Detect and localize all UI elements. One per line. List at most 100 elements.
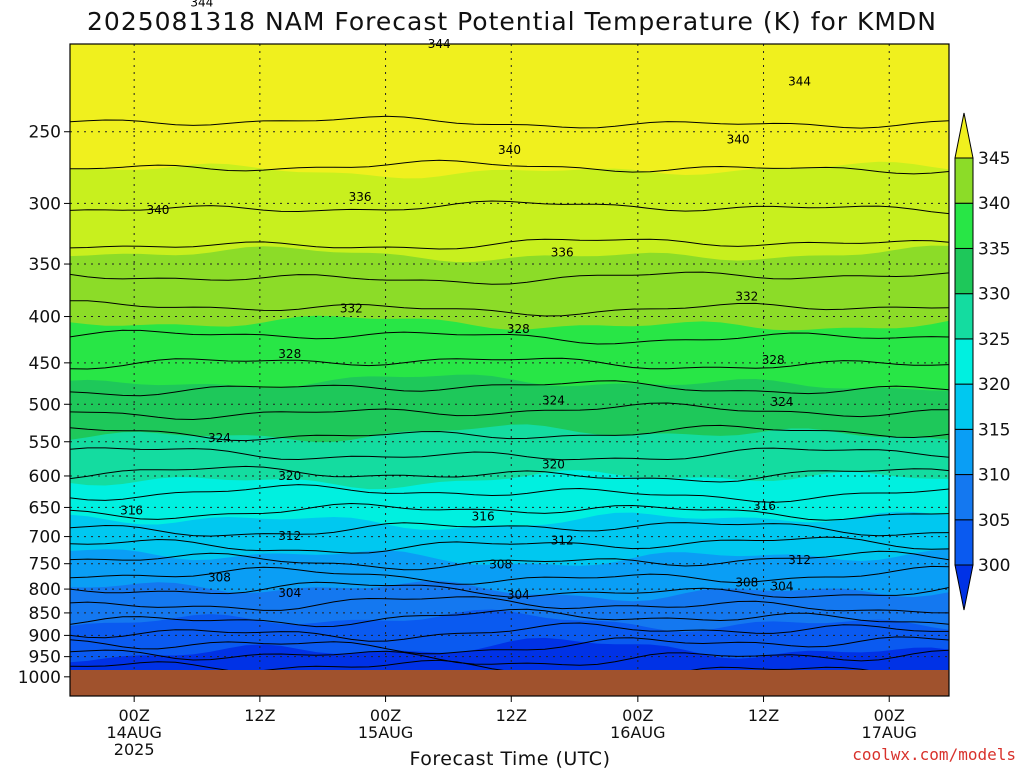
contour-line bbox=[70, 484, 949, 503]
contour-label: 340 bbox=[727, 133, 750, 147]
y-tick-label: 850 bbox=[29, 604, 61, 624]
y-tick-label: 550 bbox=[29, 433, 61, 453]
colorbar-segment bbox=[954, 519, 974, 566]
plot-frame bbox=[69, 43, 950, 697]
colorbar-tick-label: 335 bbox=[978, 239, 1010, 259]
contour-label: 304 bbox=[771, 580, 794, 594]
y-tick-label: 450 bbox=[29, 354, 61, 374]
contour-line bbox=[70, 357, 949, 370]
x-tick-date: 17AUG bbox=[862, 723, 917, 742]
contour-label: 336 bbox=[551, 246, 574, 260]
y-tick-label: 750 bbox=[29, 555, 61, 575]
chart-title: 2025081318 NAM Forecast Potential Temper… bbox=[87, 7, 937, 36]
y-tick-label: 600 bbox=[29, 467, 61, 487]
x-tick-label: 12Z bbox=[244, 706, 275, 725]
contour-label: 344 bbox=[788, 74, 811, 88]
colorbar-tick-label: 315 bbox=[978, 420, 1010, 440]
y-tick-label: 800 bbox=[29, 580, 61, 600]
contour-line bbox=[70, 536, 949, 554]
contour-line bbox=[70, 465, 949, 483]
contour-label: 328 bbox=[762, 353, 785, 367]
contour-label: 324 bbox=[771, 395, 794, 409]
colorbar-tick-label: 340 bbox=[978, 194, 1010, 214]
y-tick-label: 500 bbox=[29, 395, 61, 415]
contour-label: 308 bbox=[489, 558, 512, 572]
colorbar-tick-label: 325 bbox=[978, 330, 1010, 350]
contour-line bbox=[70, 329, 949, 345]
x-axis-title: Forecast Time (UTC) bbox=[410, 748, 611, 768]
colorbar-tick-label: 320 bbox=[978, 375, 1010, 395]
contour-line bbox=[70, 649, 949, 666]
colorbar-segment bbox=[954, 247, 974, 295]
contour-label: 340 bbox=[146, 203, 169, 217]
colorbar: 300 305 310 315 320 325 330 335 340 345 bbox=[954, 112, 1010, 611]
x-tick-label: 00Z bbox=[119, 706, 150, 725]
y-tick-label: 300 bbox=[29, 194, 61, 214]
contour-line bbox=[70, 622, 949, 642]
contour-label: 320 bbox=[278, 469, 301, 483]
contour-line bbox=[70, 581, 949, 599]
contour-line bbox=[70, 200, 949, 215]
x-tick-date: 14AUG bbox=[106, 723, 161, 742]
contour-labels: 3443443443403403403363363323323283283283… bbox=[120, 0, 811, 602]
x-tick-date: 16AUG bbox=[610, 723, 665, 742]
colorbar-segment bbox=[954, 157, 974, 204]
x-tick-label: 12Z bbox=[748, 706, 779, 725]
contour-line bbox=[70, 550, 949, 571]
contour-label: 308 bbox=[735, 576, 758, 590]
contour-line bbox=[70, 402, 949, 421]
x-tick-label: 00Z bbox=[370, 706, 401, 725]
contour-label: 324 bbox=[208, 431, 231, 445]
contour-line bbox=[70, 608, 949, 628]
contour-label: 308 bbox=[208, 571, 231, 585]
contour-line bbox=[70, 238, 949, 250]
contour-label: 316 bbox=[753, 499, 776, 513]
y-tick-label: 350 bbox=[29, 255, 61, 275]
colorbar-segment bbox=[954, 202, 974, 249]
contour-label: 344 bbox=[190, 0, 213, 10]
colorbar-tick-label: 310 bbox=[978, 466, 1010, 486]
contour-line bbox=[70, 115, 949, 129]
colorbar-tick-label: 345 bbox=[978, 149, 1010, 169]
x-tick-year: 2025 bbox=[114, 740, 155, 759]
contour-label: 324 bbox=[542, 393, 565, 407]
y-tick-label: 650 bbox=[29, 498, 61, 518]
contour-line bbox=[70, 300, 949, 317]
contour-line bbox=[70, 636, 949, 655]
contour-label: 340 bbox=[498, 143, 521, 157]
x-tick-label: 00Z bbox=[874, 706, 905, 725]
colorbar-segment bbox=[954, 428, 974, 476]
y-tick-label: 250 bbox=[29, 123, 61, 143]
credit-text: coolwx.com/models bbox=[852, 745, 1016, 764]
contour-line bbox=[70, 565, 949, 585]
contour-label: 328 bbox=[507, 322, 530, 336]
contour-label: 332 bbox=[735, 289, 758, 303]
ground-strip bbox=[70, 670, 949, 696]
contour-line bbox=[70, 380, 949, 397]
y-tick-label: 950 bbox=[29, 648, 61, 668]
colorbar-tick-label: 330 bbox=[978, 285, 1010, 305]
contour-line bbox=[70, 424, 949, 442]
contour-line bbox=[70, 447, 949, 461]
contour-line bbox=[70, 159, 949, 175]
contour-label: 312 bbox=[551, 533, 574, 547]
contour-label: 332 bbox=[340, 302, 363, 316]
contour-label: 316 bbox=[472, 509, 495, 523]
colorbar-segment bbox=[954, 474, 974, 521]
contour-label: 316 bbox=[120, 503, 143, 517]
x-tick-label: 12Z bbox=[496, 706, 527, 725]
contour-line bbox=[70, 522, 949, 537]
contour-line bbox=[70, 596, 949, 614]
y-tick-label: 1000 bbox=[18, 668, 61, 688]
colorbar-segment bbox=[954, 383, 974, 430]
contour-label: 320 bbox=[542, 458, 565, 472]
contour-label: 304 bbox=[278, 586, 301, 600]
x-tick-date: 15AUG bbox=[358, 723, 413, 742]
contour-label: 328 bbox=[278, 347, 301, 361]
y-tick-label: 700 bbox=[29, 528, 61, 548]
colorbar-segment bbox=[954, 338, 974, 385]
y-tick-label: 400 bbox=[29, 308, 61, 328]
contour-label: 312 bbox=[278, 529, 301, 543]
